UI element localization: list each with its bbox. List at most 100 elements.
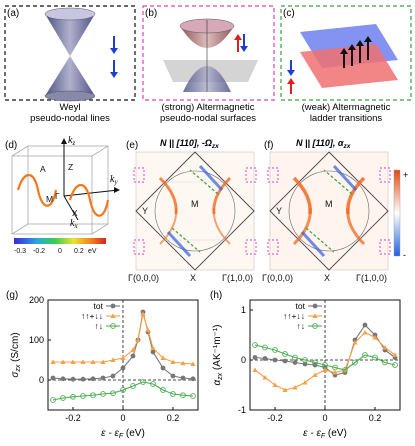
nodal-line-2	[68, 183, 110, 217]
ky-label: ky	[110, 174, 118, 186]
svg-text:M: M	[191, 199, 199, 209]
svg-text:-0.2: -0.2	[33, 248, 45, 255]
data-point	[90, 392, 96, 399]
data-point	[100, 359, 106, 364]
arrow-head-icon	[110, 48, 118, 54]
legend-marker	[110, 323, 116, 329]
data-point	[262, 374, 268, 380]
data-point	[90, 376, 96, 382]
legend-label: tot	[94, 301, 104, 311]
ky-axis	[63, 189, 119, 197]
legend-marker	[110, 303, 116, 309]
kz-label: kz	[68, 135, 75, 147]
data-point	[322, 362, 328, 368]
data-point	[80, 359, 86, 364]
arrow-head-icon	[240, 46, 248, 52]
data-point	[70, 359, 76, 364]
data-point	[292, 384, 298, 390]
data-point	[190, 361, 196, 366]
legend-marker	[312, 313, 318, 318]
lower-cone-rim	[44, 90, 96, 102]
panel-b-frame	[142, 5, 275, 101]
data-point	[100, 375, 106, 381]
data-point	[302, 379, 308, 385]
data-point	[362, 329, 368, 335]
x-axis-label: ε - εF (eV)	[303, 428, 347, 440]
data-point	[160, 365, 166, 371]
svg-text:Γ: Γ	[55, 191, 60, 201]
svg-text:Γ(1,0,0): Γ(1,0,0)	[356, 273, 387, 283]
x-tick-label: 0.2	[167, 413, 180, 423]
svg-text:0.2: 0.2	[74, 248, 84, 255]
panel-f-map	[267, 151, 391, 271]
data-point	[292, 354, 298, 361]
data-point	[252, 355, 258, 360]
data-point	[50, 375, 56, 381]
kx-axis	[63, 195, 79, 221]
chart-g: (g) -0.2 0 0.2 0 100 200 ε - εF (eV) σzx (S/cm) t…	[6, 290, 199, 440]
data-point	[70, 376, 76, 382]
panel-e-map	[133, 151, 257, 271]
nodal-line-1	[16, 173, 58, 207]
data-point	[145, 327, 151, 332]
data-point	[282, 358, 288, 364]
colorbar-ticks: -0.3 -0.2 0 0.2 eV	[14, 248, 97, 255]
panel-f-tag: (f)	[264, 140, 273, 151]
data-point	[252, 367, 258, 372]
data-point	[362, 322, 368, 328]
data-point	[110, 390, 116, 397]
data-point	[302, 361, 308, 367]
data-point	[272, 357, 278, 363]
high-symmetry-points: A Z M Γ X	[40, 162, 78, 218]
panel-e: (e) N || [110], -Ωzx Y M Γ(0,0,0) X Γ(1,…	[126, 138, 257, 283]
data-point	[135, 337, 141, 342]
legend-label: ↑↓	[297, 321, 306, 331]
data-point	[160, 355, 166, 360]
data-point	[180, 360, 186, 366]
data-point	[282, 387, 288, 392]
svg-text:-0.3: -0.3	[14, 248, 26, 255]
svg-text:M: M	[325, 199, 333, 209]
data-point	[60, 376, 66, 382]
x-tick-label: -0.2	[267, 413, 283, 423]
y-tick-label: 1	[241, 305, 246, 315]
svg-text:M: M	[46, 194, 53, 204]
data-point	[252, 342, 258, 348]
data-point	[170, 359, 176, 364]
chart-h: (h) -0.2 0 0.2 -1 0 1 ε - εF (eV) αzx (AK⁻¹m⁻¹) t…	[210, 290, 401, 440]
data-point	[190, 376, 196, 382]
svg-text:Γ(0,0,0): Γ(0,0,0)	[128, 273, 159, 283]
data-point	[292, 360, 298, 365]
data-point	[130, 383, 136, 389]
svg-text:X: X	[190, 273, 196, 283]
data-point	[302, 357, 308, 363]
data-point	[170, 373, 176, 379]
data-point	[160, 387, 166, 393]
data-point	[120, 387, 126, 393]
x-tick-label: 0	[120, 413, 125, 423]
svg-text:Z: Z	[68, 162, 73, 172]
data-point	[80, 376, 86, 382]
chart-tag: (g)	[6, 290, 18, 301]
series-line-2	[52, 381, 194, 401]
panel-b-tag: (b)	[145, 8, 157, 19]
panel-b-caption-1: (strong) Altermagnetic	[162, 102, 255, 113]
data-point	[150, 345, 156, 350]
data-point	[372, 334, 378, 340]
sign-colorbar	[393, 169, 401, 257]
data-point	[180, 375, 186, 381]
data-point	[262, 344, 268, 351]
data-point	[60, 395, 66, 401]
panel-e-labels: Y M Γ(0,0,0) X Γ(1,0,0)	[128, 199, 253, 283]
panel-d: (d) kz ky kx A Z M Γ X -0	[5, 135, 120, 255]
data-point	[180, 392, 186, 399]
data-point	[382, 359, 388, 366]
panel-f: (f) N || [110], αzx Y M Γ(0,0,0) X Γ(1,0…	[262, 138, 408, 283]
data-point	[322, 367, 328, 372]
arrow-head-icon	[114, 187, 120, 193]
data-point	[342, 367, 348, 373]
panel-a-tag: (a)	[7, 8, 19, 19]
panel-e-tag: (e)	[126, 140, 138, 151]
kx-label: kx	[70, 218, 78, 230]
panel-c: (c)	[280, 5, 412, 101]
